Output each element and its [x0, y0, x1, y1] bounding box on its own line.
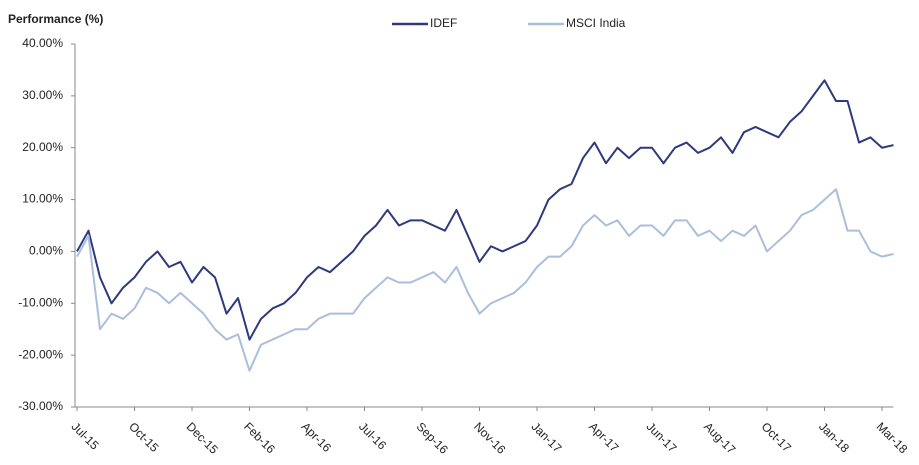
y-tick-label: -30.00% [18, 399, 63, 413]
x-tick-label: Jul-16 [356, 419, 389, 452]
x-tick-label: Jan-17 [529, 419, 565, 455]
y-tick-label: 30.00% [22, 88, 63, 102]
x-tick-label: Nov-16 [471, 419, 508, 456]
legend-label: MSCI India [566, 16, 626, 30]
x-tick-label: Apr-16 [299, 419, 335, 455]
y-tick-label: 40.00% [22, 36, 63, 50]
y-tick-label: 0.00% [29, 244, 63, 258]
y-tick-label: -20.00% [18, 347, 63, 361]
x-tick-label: Apr-17 [586, 419, 622, 455]
x-tick-label: Oct-15 [126, 419, 162, 455]
y-tick-label: -10.00% [18, 295, 63, 309]
x-tick-label: Oct-17 [759, 419, 795, 455]
series-line [76, 188, 894, 372]
series-line [76, 79, 894, 341]
x-tick-label: Feb-16 [241, 419, 278, 456]
y-tick-label: 10.00% [22, 192, 63, 206]
x-tick-label: Jun-17 [644, 419, 680, 455]
x-tick-label: Dec-15 [184, 419, 221, 456]
x-tick-label: Sep-16 [414, 419, 451, 456]
y-tick-label: 20.00% [22, 140, 63, 154]
x-tick-label: Jan-18 [816, 419, 852, 455]
x-tick-label: Jul-15 [69, 419, 102, 452]
chart-title: Performance (%) [8, 12, 103, 26]
legend-label: IDEF [430, 16, 457, 30]
x-tick-label: Aug-17 [701, 419, 738, 456]
x-tick-label: Mar-18 [874, 419, 911, 456]
